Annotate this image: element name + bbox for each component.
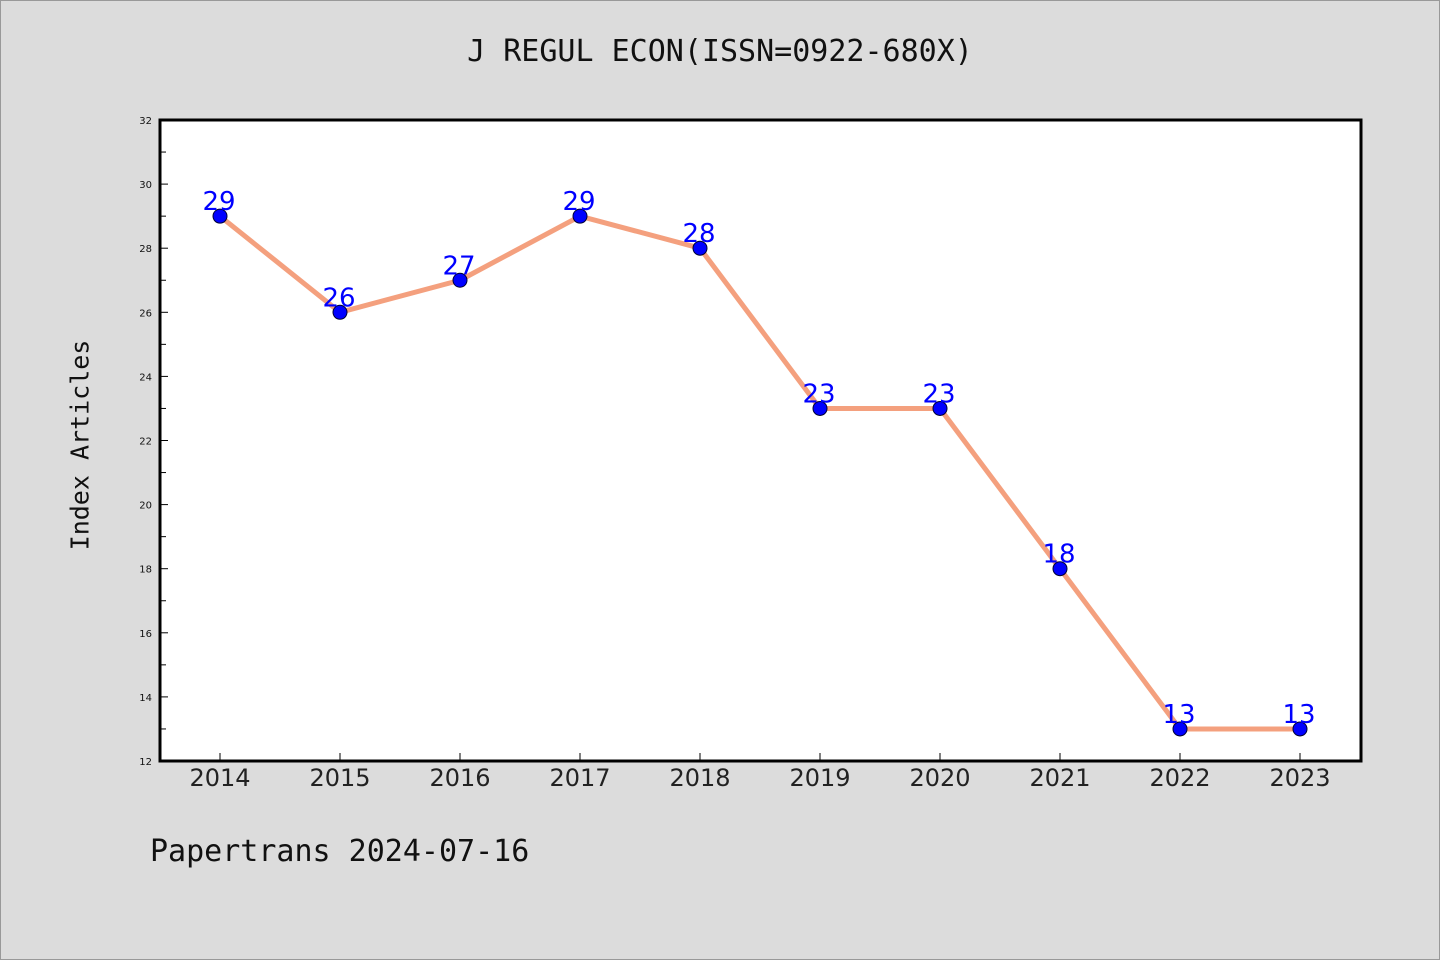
data-point [1292,721,1308,737]
chart-title: J REGUL ECON(ISSN=0922-680X) [467,34,973,69]
x-tick-label: 2019 [789,764,850,792]
x-tick-label: 2021 [1029,764,1090,792]
data-label: 23 [802,379,835,409]
data-point [932,400,948,416]
data-point [812,400,828,416]
data-point [212,208,228,224]
y-tick-label: 32 [139,116,152,127]
y-tick-label: 16 [139,629,152,640]
y-tick-label: 14 [139,693,152,704]
data-label: 26 [322,283,355,313]
x-tick-label: 2020 [909,764,970,792]
footer-note: Papertrans 2024-07-16 [150,834,530,869]
x-tick-label: 2022 [1149,764,1210,792]
x-axis-ticks: 2014 2015 2016 2017 2018 2019 2020 2021 2022 2023 [189,753,1331,792]
data-point [572,208,588,224]
x-tick-label: 2015 [309,764,370,792]
x-tick-label: 2016 [429,764,490,792]
x-tick-label: 2023 [1269,764,1330,792]
data-label: 27 [442,251,475,281]
y-axis-ticks: 12 14 16 18 20 22 24 26 28 30 32 [139,116,168,768]
data-label: 29 [562,187,595,217]
data-labels: 29 26 27 29 28 23 23 18 13 13 [202,187,1315,730]
data-point [452,272,468,288]
data-point [1052,561,1068,577]
y-tick-label: 28 [139,244,152,255]
x-tick-label: 2017 [549,764,610,792]
data-point [1172,721,1188,737]
data-label: 23 [922,379,955,409]
y-tick-label: 22 [139,437,152,448]
y-tick-label: 12 [139,757,152,768]
data-label: 28 [682,219,715,249]
series-line [218,213,1300,732]
y-tick-label: 24 [139,372,152,383]
x-tick-label: 2018 [669,764,730,792]
y-tick-label: 26 [139,308,152,319]
y-tick-label: 20 [139,501,152,512]
data-label: 13 [1282,700,1315,730]
data-label: 18 [1042,540,1075,570]
data-label: 29 [202,187,235,217]
data-point [692,240,708,256]
data-label: 13 [1162,700,1195,730]
data-point [332,304,348,320]
y-tick-label: 30 [139,180,152,191]
data-markers [212,208,1308,737]
plot-area [158,118,1363,763]
x-tick-label: 2014 [189,764,250,792]
y-tick-label: 18 [139,565,152,576]
